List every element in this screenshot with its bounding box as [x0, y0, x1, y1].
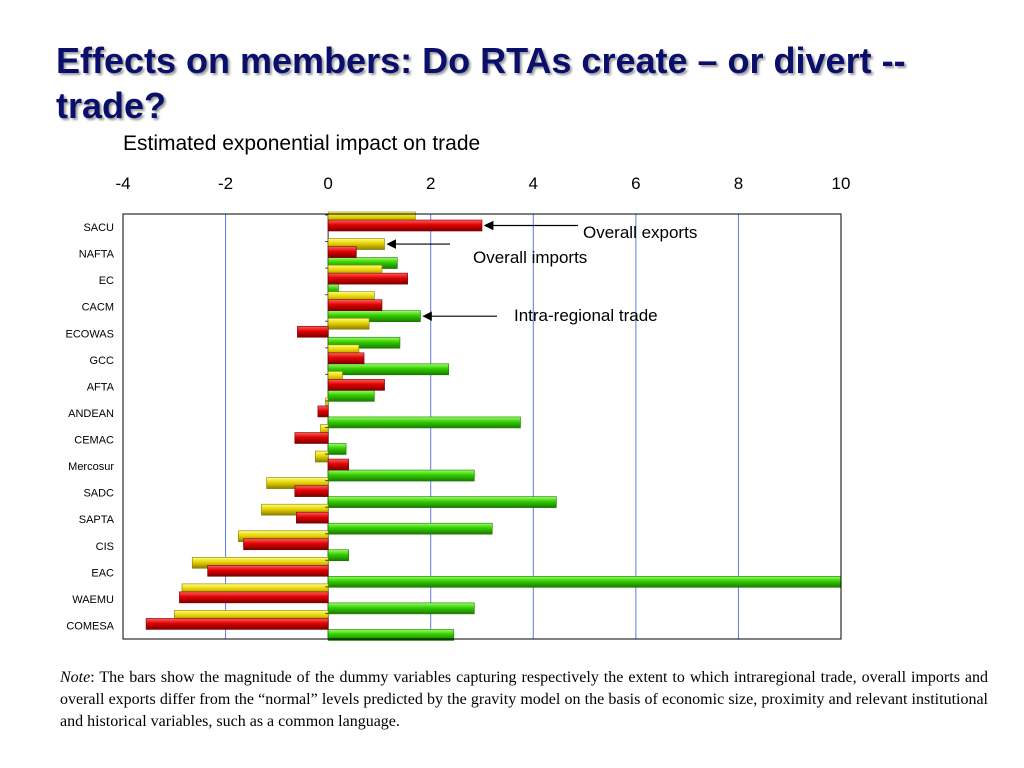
bar-overall-exports — [327, 219, 483, 232]
x-tick-label: 8 — [734, 174, 743, 193]
bar-overall-exports — [327, 272, 408, 285]
annotation-label-imports: Overall imports — [473, 248, 587, 267]
category-label: ECOWAS — [66, 328, 115, 340]
category-label: SACU — [83, 222, 114, 234]
annotation-label-intra: Intra-regional trade — [514, 306, 658, 325]
x-tick-label: -2 — [218, 174, 233, 193]
bar-intra-regional — [327, 443, 347, 455]
note-label: Note — [60, 669, 91, 686]
bar-overall-exports — [294, 485, 329, 497]
x-tick-label: 2 — [426, 174, 435, 193]
bar-overall-exports — [179, 591, 329, 604]
bar-intra-regional — [327, 390, 375, 402]
category-label: EC — [99, 275, 114, 287]
category-label: GCC — [90, 355, 115, 367]
category-label: SADC — [83, 488, 114, 500]
bar-intra-regional — [327, 496, 557, 508]
bar-overall-exports — [243, 538, 329, 551]
bar-intra-regional — [327, 416, 521, 429]
bar-overall-exports — [327, 379, 385, 391]
bar-intra-regional — [327, 602, 475, 615]
category-label: Mercosur — [68, 461, 114, 473]
category-label: NAFTA — [79, 249, 115, 261]
x-tick-label: 6 — [631, 174, 640, 193]
bar-overall-exports — [296, 511, 329, 524]
bar-overall-exports — [207, 565, 329, 577]
bar-overall-exports — [317, 405, 329, 418]
bar-intra-regional — [327, 629, 455, 641]
bar-overall-exports — [327, 246, 357, 258]
category-label: SAPTA — [79, 514, 115, 526]
x-tick-label: 4 — [529, 174, 538, 193]
bar-intra-regional — [327, 576, 842, 588]
bar-overall-imports — [327, 317, 370, 330]
bar-intra-regional — [327, 522, 493, 535]
annotation-label-exports: Overall exports — [583, 223, 697, 242]
bar-intra-regional — [327, 363, 449, 376]
category-label: CACM — [82, 302, 114, 314]
rta-bar-chart: Estimated exponential impact on trade -4… — [66, 132, 851, 641]
bar-overall-exports — [145, 618, 329, 630]
chart-title: Estimated exponential impact on trade — [123, 132, 480, 155]
bar-overall-exports — [327, 352, 365, 365]
category-label: CEMAC — [74, 435, 114, 447]
bar-intra-regional — [327, 549, 349, 562]
bar-intra-regional — [327, 469, 475, 482]
bar-intra-regional — [327, 336, 401, 349]
x-tick-label: 10 — [832, 174, 851, 193]
x-tick-label: 0 — [323, 174, 332, 193]
x-tick-label: -4 — [115, 174, 130, 193]
category-label: WAEMU — [72, 594, 114, 606]
footnote: Note: The bars show the magnitude of the… — [60, 667, 988, 733]
category-label: AFTA — [87, 381, 115, 393]
bar-overall-exports — [297, 325, 329, 338]
plot-area-frame — [122, 213, 842, 640]
bar-overall-imports — [261, 503, 329, 516]
bar-overall-imports — [315, 450, 329, 463]
category-label: CIS — [96, 541, 114, 553]
note-text: : The bars show the magnitude of the dum… — [60, 669, 988, 730]
bar-overall-exports — [327, 299, 383, 311]
bar-overall-exports — [327, 458, 349, 471]
slide-title: Effects on members: Do RTAs create – or … — [56, 40, 906, 126]
category-label: EAC — [91, 567, 114, 579]
category-label: COMESA — [66, 620, 114, 632]
bar-overall-exports — [294, 432, 329, 444]
category-label: ANDEAN — [68, 408, 114, 420]
